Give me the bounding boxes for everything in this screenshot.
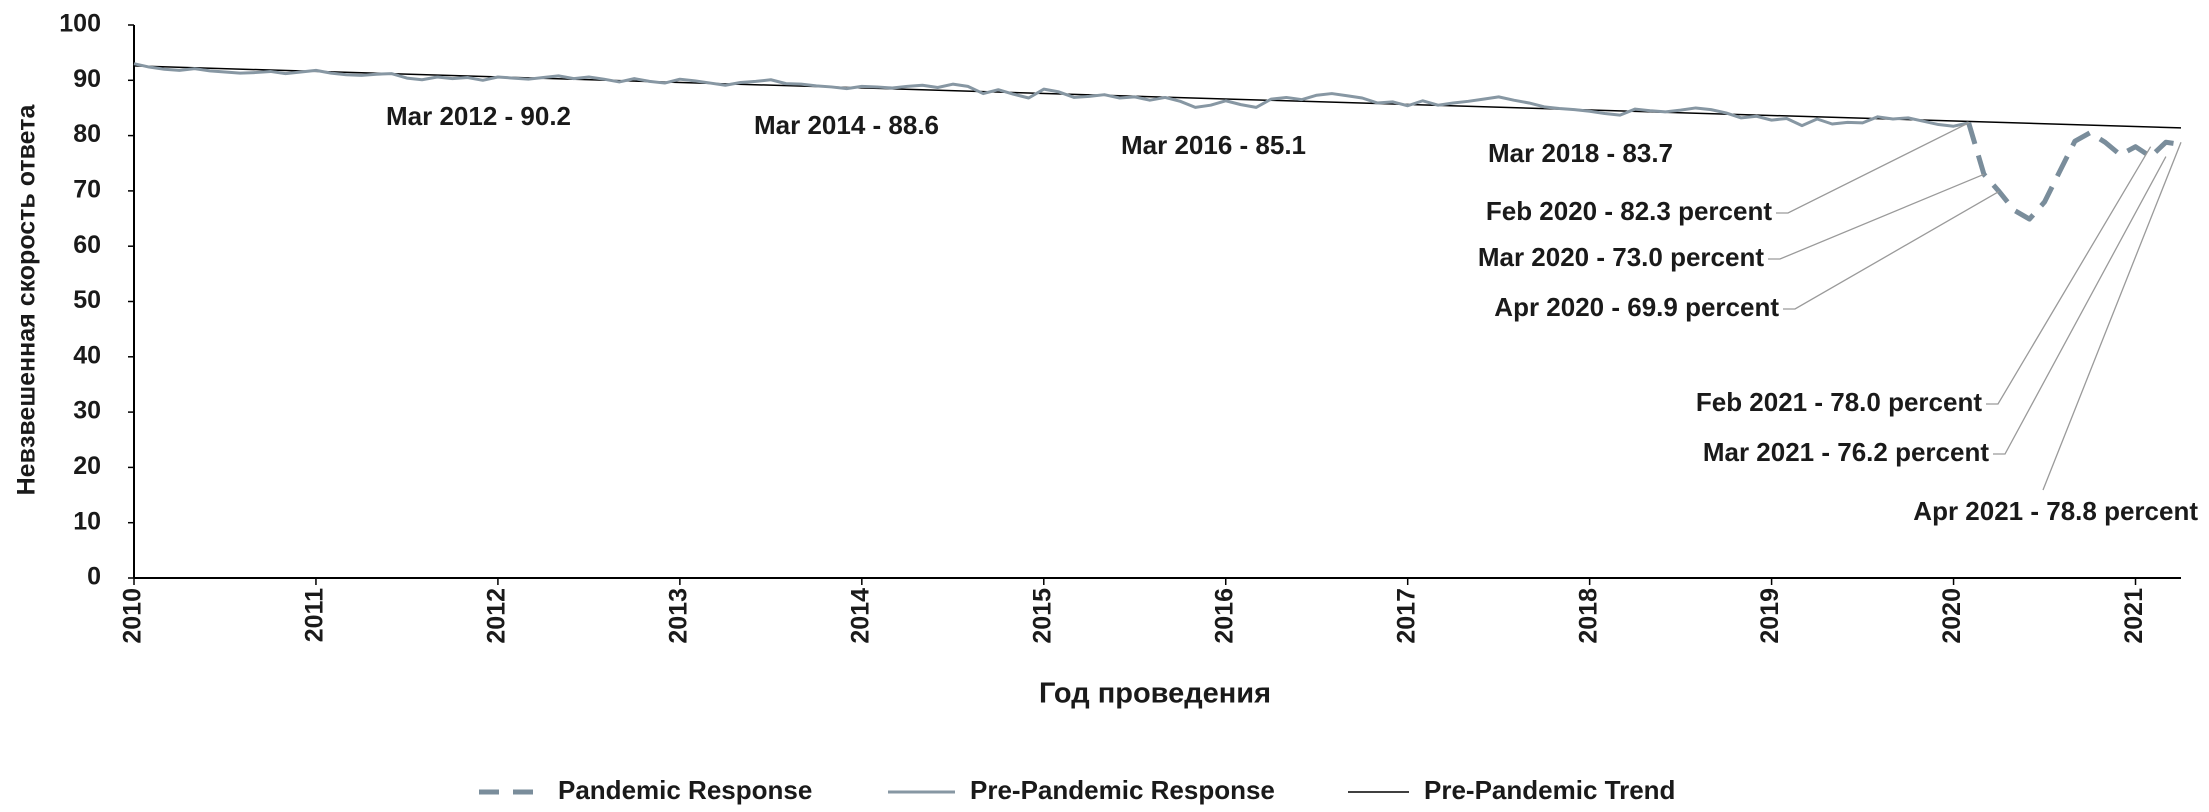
legend-label: Pre-Pandemic Response (970, 775, 1275, 805)
x-tick-label: 2015 (1028, 588, 1056, 644)
annotation: Apr 2021 - 78.8 percent (1913, 496, 2198, 526)
annotation-leader (1768, 173, 1985, 260)
annotation: Mar 2014 - 88.6 (754, 110, 939, 140)
x-tick-label: 2014 (846, 588, 874, 644)
annotation: Feb 2020 - 82.3 percent (1486, 196, 1772, 226)
x-tick-label: 2012 (483, 588, 511, 644)
annotation: Mar 2020 - 73.0 percent (1478, 242, 1764, 272)
annotation-leader (1783, 190, 2000, 310)
annotation-leader (2042, 141, 2182, 491)
x-tick-label: 2019 (1756, 588, 1784, 644)
annotation-leader (1993, 156, 2167, 455)
y-tick-label: 30 (73, 397, 101, 425)
series-line (1966, 122, 2182, 222)
series-line (133, 62, 1969, 128)
y-tick-label: 90 (73, 65, 101, 93)
x-axis-title: Год проведения (1039, 678, 1271, 710)
annotation: Feb 2021 - 78.0 percent (1696, 387, 1982, 417)
y-tick-label: 10 (73, 507, 101, 535)
x-tick-label: 2010 (119, 588, 147, 644)
y-tick-label: 20 (73, 452, 101, 480)
y-tick-label: 60 (73, 231, 101, 259)
y-tick-label: 40 (73, 341, 101, 369)
x-tick-label: 2017 (1392, 588, 1420, 644)
series-line (133, 65, 2182, 129)
x-tick-label: 2013 (664, 588, 692, 644)
annotation: Apr 2020 - 69.9 percent (1494, 292, 1779, 322)
x-tick-label: 2018 (1574, 588, 1602, 644)
x-tick-label: 2021 (2120, 588, 2148, 644)
annotation: Mar 2016 - 85.1 (1121, 130, 1306, 160)
y-tick-label: 100 (59, 10, 101, 38)
annotation-leader (1776, 122, 1969, 214)
y-tick-label: 0 (87, 563, 101, 591)
y-axis-title: Невзвешенная скорость ответа (13, 104, 41, 496)
y-tick-label: 50 (73, 286, 101, 314)
y-tick-label: 70 (73, 176, 101, 204)
y-tick-label: 80 (73, 120, 101, 148)
x-tick-label: 2016 (1210, 588, 1238, 644)
annotation: Mar 2012 - 90.2 (386, 101, 571, 131)
legend-label: Pre-Pandemic Trend (1424, 775, 1675, 805)
annotation: Mar 2021 - 76.2 percent (1703, 437, 1989, 467)
x-tick-label: 2011 (301, 588, 329, 642)
annotation: Mar 2018 - 83.7 (1488, 138, 1673, 168)
legend-label: Pandemic Response (558, 775, 812, 805)
x-tick-label: 2020 (1938, 588, 1966, 644)
annotation-leader (1986, 146, 2152, 405)
